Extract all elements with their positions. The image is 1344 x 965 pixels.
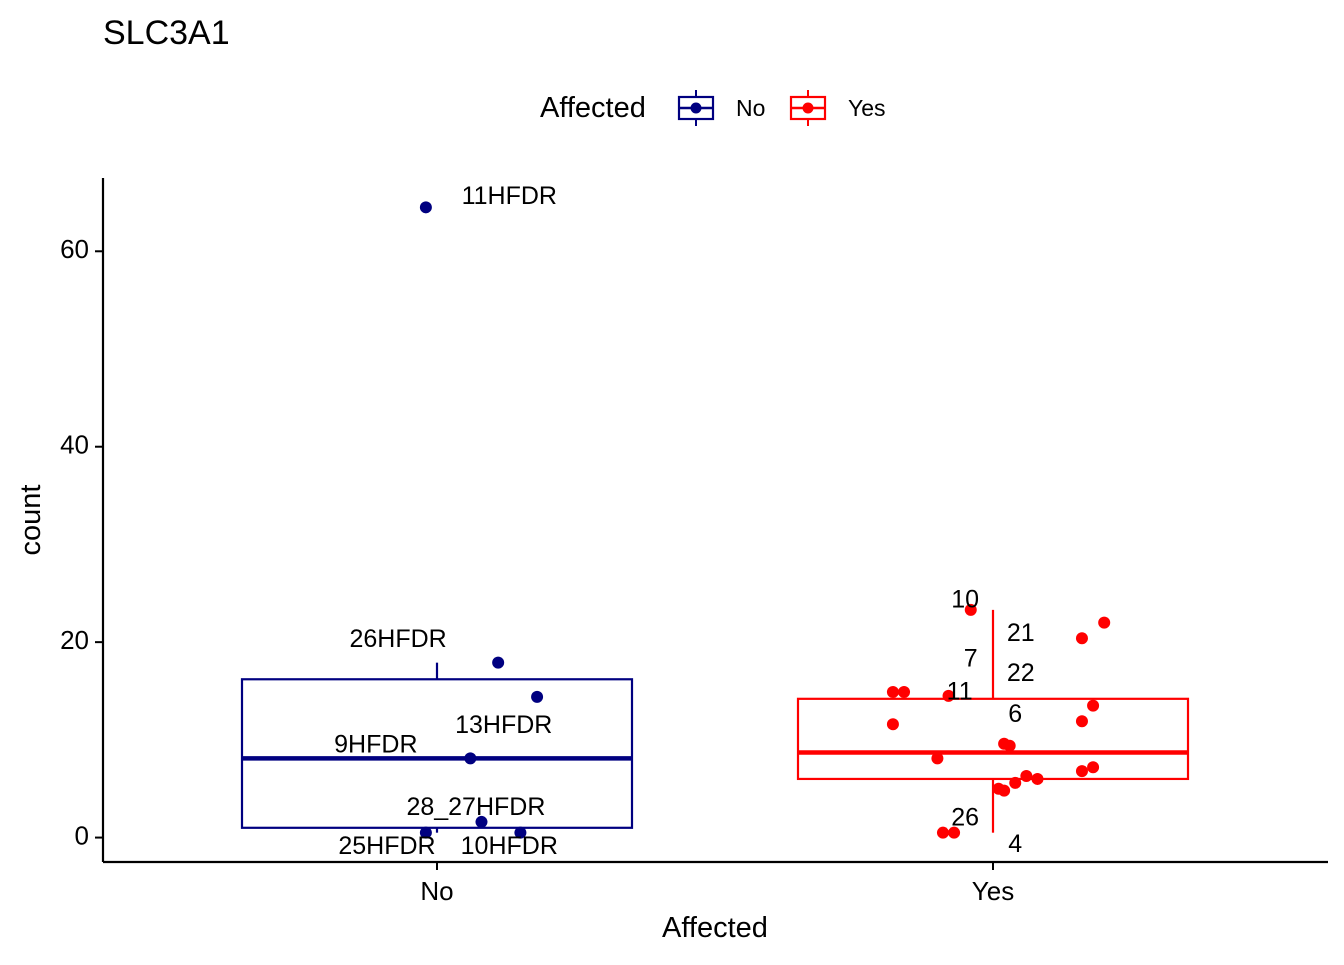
y-tick-label: 0	[75, 820, 89, 850]
point-label: 4	[1008, 830, 1022, 858]
data-point	[1075, 632, 1088, 645]
legend: Affected No Yes	[540, 90, 886, 126]
data-point	[492, 656, 505, 669]
legend-key-point	[802, 102, 814, 114]
point-label: 26	[951, 804, 979, 832]
y-tick-label: 20	[60, 625, 89, 655]
point-label: 9HFDR	[334, 730, 417, 758]
box-no	[240, 662, 634, 833]
point-label: 11HFDR	[462, 182, 557, 210]
data-point	[464, 752, 477, 765]
y-axis-label: count	[15, 485, 47, 556]
data-point	[931, 752, 944, 765]
data-point	[475, 815, 488, 828]
x-tick-label: No	[420, 876, 453, 906]
box-yes	[796, 609, 1190, 833]
data-point	[898, 685, 911, 698]
data-point	[1031, 772, 1044, 785]
legend-item-no: No	[677, 90, 765, 126]
data-point	[1009, 776, 1022, 789]
point-label: 13HFDR	[455, 711, 552, 739]
point-label: 10	[951, 586, 979, 614]
x-tick-label: Yes	[972, 876, 1014, 906]
data-point	[886, 718, 899, 731]
data-point	[419, 826, 432, 839]
point-label: 11	[947, 678, 973, 706]
box-body	[796, 697, 1190, 781]
data-point	[1003, 739, 1016, 752]
y-axis-ticks: 0 20 40 60	[60, 234, 103, 850]
legend-title: Affected	[540, 92, 646, 124]
legend-label: No	[736, 95, 765, 121]
data-point	[1087, 699, 1100, 712]
x-axis-ticks: No Yes	[420, 862, 1014, 906]
legend-label: Yes	[848, 95, 886, 121]
data-point	[531, 690, 544, 703]
box-body	[240, 678, 634, 829]
data-point	[1075, 715, 1088, 728]
data-point	[948, 826, 961, 839]
legend-key-point	[690, 102, 702, 114]
y-tick-label: 40	[60, 430, 89, 460]
point-label: 10HFDR	[461, 832, 558, 860]
point-label: 7	[964, 644, 978, 672]
data-point	[886, 685, 899, 698]
point-label: 22	[1007, 659, 1035, 687]
data-point	[1075, 765, 1088, 778]
point-label: 21	[1007, 619, 1035, 647]
data-point	[942, 689, 955, 702]
data-point	[1098, 616, 1111, 629]
point-label: 26HFDR	[349, 625, 446, 653]
y-tick-label: 60	[60, 234, 89, 264]
data-point	[964, 603, 977, 616]
x-axis-label: Affected	[662, 912, 768, 944]
point-label: 6	[1008, 700, 1022, 728]
data-point	[1020, 770, 1033, 783]
legend-item-yes: Yes	[789, 90, 886, 126]
data-point	[998, 784, 1011, 797]
data-point	[419, 201, 432, 214]
point-label: 28_27HFDR	[406, 793, 545, 821]
chart-title: SLC3A1	[103, 14, 230, 52]
data-point	[514, 826, 527, 839]
plot-area: 11HFDR 26HFDR 13HFDR 9HFDR 28_27HFDR 25HFDR 10…	[240, 182, 1190, 860]
data-point	[936, 826, 949, 839]
point-label: 25HFDR	[338, 832, 435, 860]
data-point	[1087, 761, 1100, 774]
